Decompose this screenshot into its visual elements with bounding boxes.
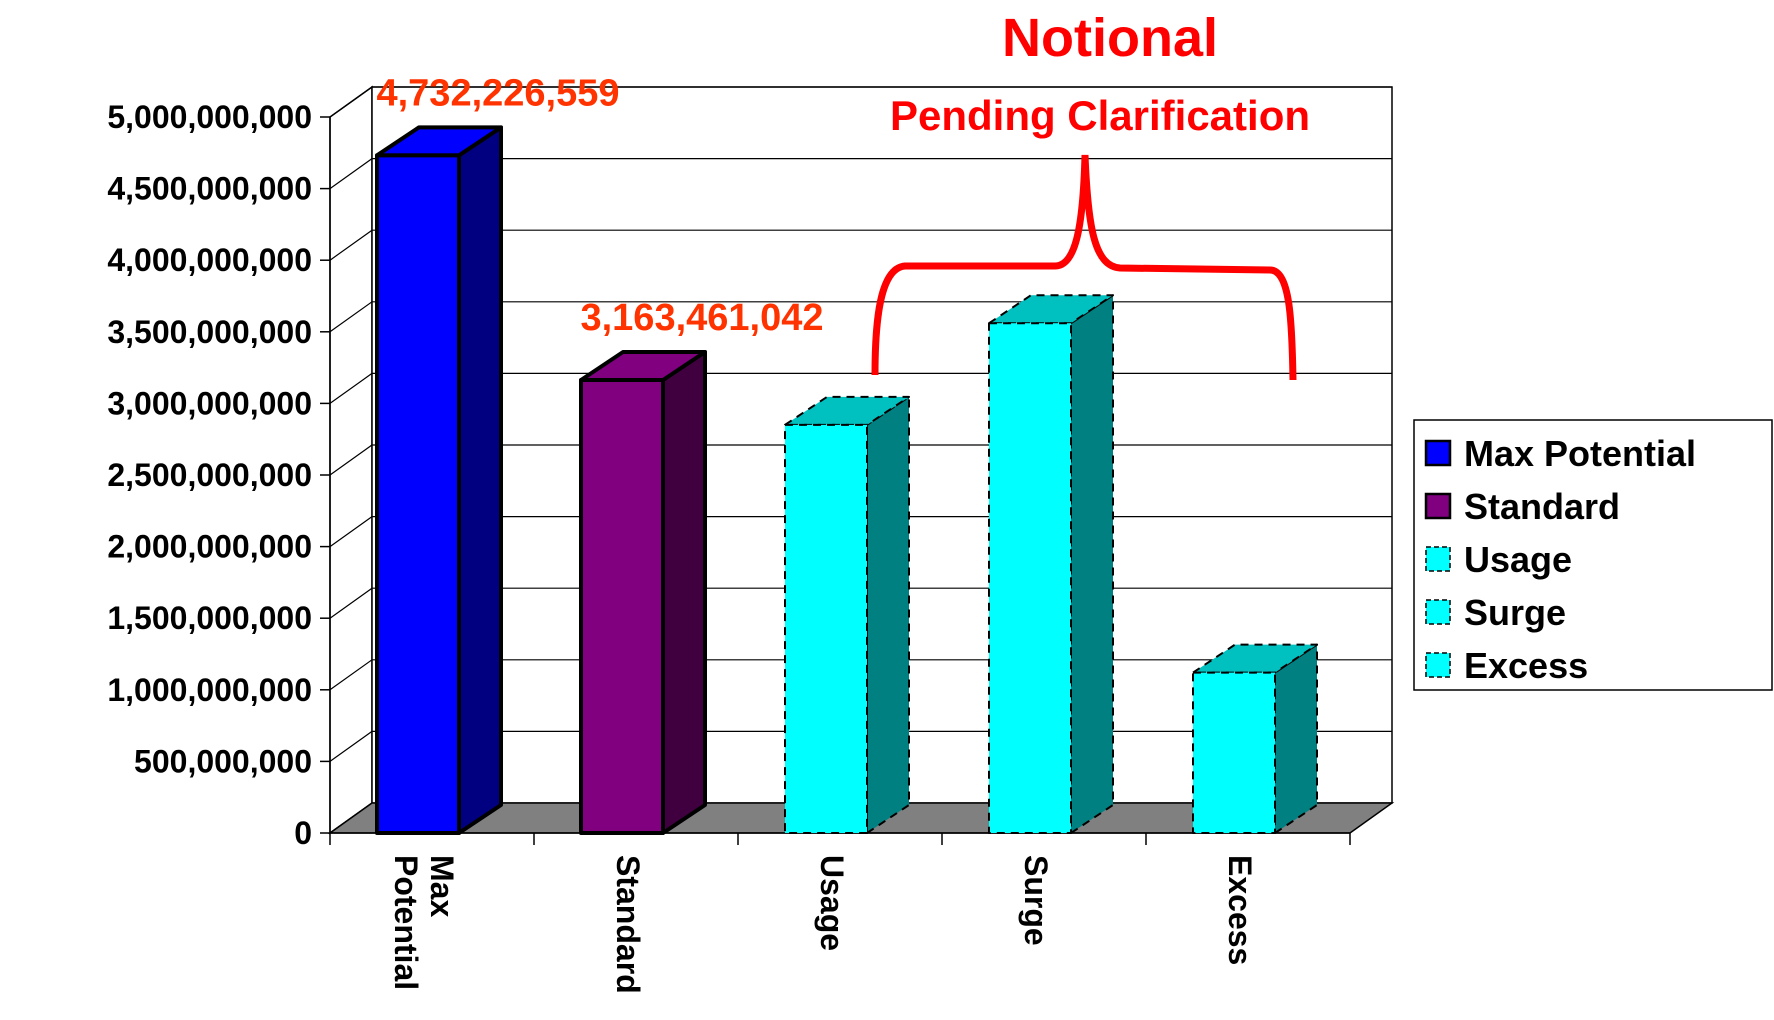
legend-item: Standard bbox=[1424, 486, 1620, 527]
x-tick-label: MaxPotential bbox=[388, 855, 460, 990]
pending-clarification-annotation: Pending Clarification bbox=[890, 92, 1310, 139]
chart-title: Notional bbox=[1002, 8, 1218, 68]
bar-front bbox=[988, 322, 1072, 834]
bar-excess bbox=[1192, 643, 1318, 835]
bar-front bbox=[784, 423, 868, 834]
y-tick-label: 1,500,000,000 bbox=[107, 600, 312, 636]
data-label: 4,732,226,559 bbox=[376, 72, 619, 114]
legend-item: Usage bbox=[1425, 539, 1572, 580]
bar-front bbox=[1192, 671, 1276, 835]
y-tick-label: 4,500,000,000 bbox=[107, 171, 312, 207]
legend-label: Usage bbox=[1464, 539, 1572, 580]
legend-swatch bbox=[1425, 652, 1451, 678]
legend-swatch bbox=[1425, 546, 1451, 572]
gridline bbox=[329, 229, 1392, 261]
bar-standard bbox=[579, 349, 707, 835]
bar-side bbox=[1070, 294, 1114, 834]
legend-label: Excess bbox=[1464, 645, 1588, 686]
legend-box bbox=[1413, 419, 1773, 691]
bars bbox=[375, 125, 1318, 835]
y-tick-label: 3,000,000,000 bbox=[107, 385, 312, 421]
x-tick-labels: MaxPotential Standard Usage Surge Excess bbox=[388, 855, 1258, 994]
gridline bbox=[329, 158, 1392, 190]
bar-front bbox=[579, 377, 665, 835]
data-label: 3,163,461,042 bbox=[580, 297, 823, 339]
y-tick-label: 2,000,000,000 bbox=[107, 529, 312, 565]
legend-label: Surge bbox=[1464, 592, 1566, 633]
y-tick-label: 0 bbox=[294, 815, 312, 851]
legend-item: Max Potential bbox=[1424, 433, 1696, 474]
legend-swatch bbox=[1424, 439, 1452, 467]
x-tick-label: Usage bbox=[814, 855, 850, 951]
legend-swatch bbox=[1424, 492, 1452, 520]
legend-swatch bbox=[1425, 599, 1451, 625]
data-labels: 4,732,226,559 3,163,461,042 bbox=[376, 72, 823, 339]
y-tick-label: 4,000,000,000 bbox=[107, 242, 312, 278]
gridline bbox=[329, 86, 1392, 118]
legend-label: Standard bbox=[1464, 486, 1620, 527]
legend-item: Excess bbox=[1425, 645, 1588, 686]
bar-surge bbox=[988, 294, 1114, 834]
bar-max-potential bbox=[375, 125, 503, 835]
bar-front bbox=[375, 153, 461, 835]
bar-side bbox=[866, 395, 910, 834]
x-tick-label: Standard bbox=[610, 855, 646, 994]
annotation-brace bbox=[871, 154, 1297, 381]
legend-label: Max Potential bbox=[1464, 433, 1696, 474]
y-tick-label: 500,000,000 bbox=[134, 743, 312, 779]
bar-side bbox=[457, 125, 503, 835]
bar-side bbox=[1274, 643, 1318, 834]
y-tick-labels: 0 500,000,000 1,000,000,000 1,500,000,000 2,… bbox=[107, 99, 312, 851]
legend: Max Potential Standard Usage Surge Excess bbox=[1413, 419, 1773, 691]
legend-item: Surge bbox=[1425, 592, 1566, 633]
x-tick-label: Surge bbox=[1018, 855, 1054, 946]
x-tick-label: Excess bbox=[1222, 855, 1258, 965]
bar-usage bbox=[784, 395, 910, 834]
y-tick-label: 2,500,000,000 bbox=[107, 457, 312, 493]
y-tick-label: 3,500,000,000 bbox=[107, 314, 312, 350]
y-tick-label: 1,000,000,000 bbox=[107, 672, 312, 708]
bar-side bbox=[661, 349, 707, 835]
y-tick-label: 5,000,000,000 bbox=[107, 99, 312, 135]
